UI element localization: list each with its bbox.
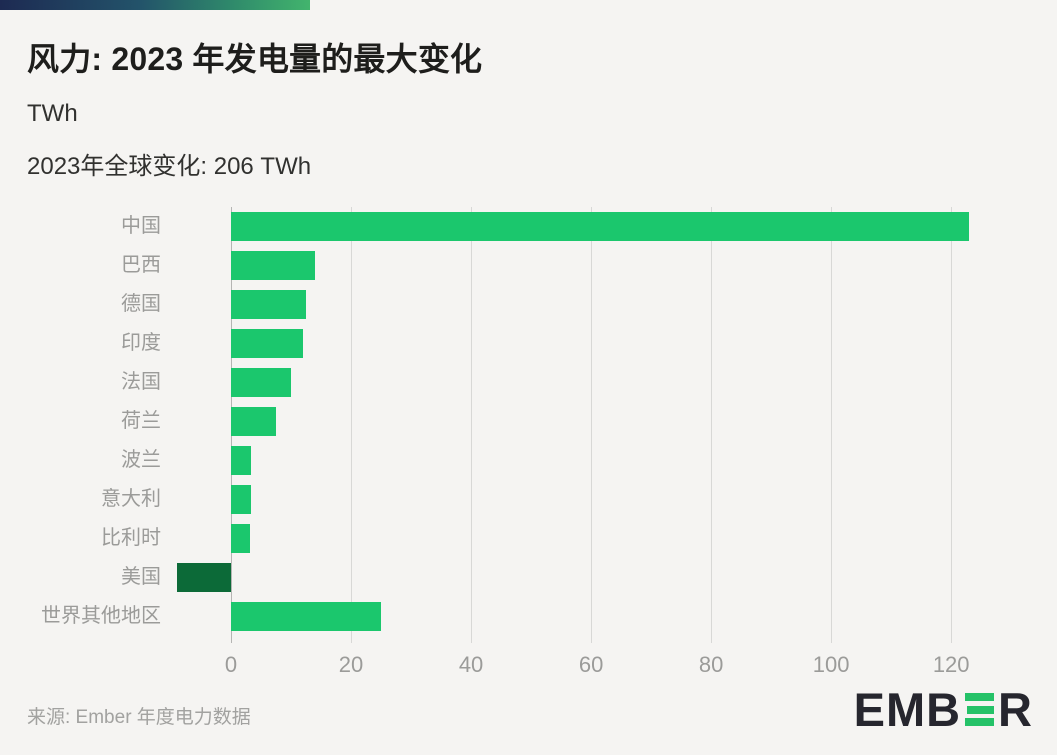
axis-unit-label: TWh <box>27 100 78 127</box>
tick-label-0: 0 <box>224 652 238 677</box>
tick-label-40: 40 <box>458 652 484 677</box>
ember-logo: EMB R <box>854 686 1033 733</box>
gridline-80 <box>711 207 713 643</box>
tick-label-20: 20 <box>338 652 364 677</box>
category-label: 巴西 <box>121 254 161 276</box>
gridline-40 <box>471 207 473 643</box>
tick-label-120: 120 <box>932 652 970 677</box>
bar <box>231 329 304 358</box>
ember-logo-green-e-icon <box>965 693 995 726</box>
chart-title: 风力: 2023 年发电量的最大变化 <box>27 41 483 77</box>
ember-logo-text-emb: EMB <box>853 683 962 736</box>
category-label: 印度 <box>121 332 161 354</box>
tick-label-60: 60 <box>578 652 604 677</box>
gridline-120 <box>951 207 953 643</box>
category-label: 德国 <box>121 293 161 315</box>
category-label: 荷兰 <box>121 410 161 432</box>
category-label: 美国 <box>121 566 161 588</box>
bar <box>231 368 291 397</box>
category-labels-column: 中国巴西德国印度法国荷兰波兰意大利比利时美国世界其他地区 <box>0 207 161 637</box>
plot-area <box>171 207 1031 643</box>
x-axis-tick-labels: 0 20 40 60 80 100 120 <box>171 651 1031 679</box>
bar <box>231 602 382 631</box>
gridline-60 <box>591 207 593 643</box>
bar <box>231 212 970 241</box>
category-label: 意大利 <box>101 488 161 510</box>
bar <box>231 446 252 475</box>
tick-label-100: 100 <box>812 652 850 677</box>
tick-label-80: 80 <box>698 652 724 677</box>
category-label: 法国 <box>121 371 161 393</box>
global-change-annotation: 2023年全球变化: 206 TWh <box>27 153 312 180</box>
source-note: 来源: Ember 年度电力数据 <box>27 707 251 728</box>
bar <box>231 407 276 436</box>
category-label: 波兰 <box>121 449 161 471</box>
gridline-20 <box>351 207 353 643</box>
category-label: 比利时 <box>101 527 161 549</box>
category-label: 世界其他地区 <box>41 605 161 627</box>
bar <box>231 485 251 514</box>
brand-gradient-bar <box>0 0 310 10</box>
category-label: 中国 <box>121 215 161 237</box>
bar <box>231 290 307 319</box>
bar <box>231 251 316 280</box>
gridline-100 <box>831 207 833 643</box>
bar <box>231 524 250 553</box>
bar <box>177 563 231 592</box>
ember-logo-text-r: R <box>998 683 1033 736</box>
